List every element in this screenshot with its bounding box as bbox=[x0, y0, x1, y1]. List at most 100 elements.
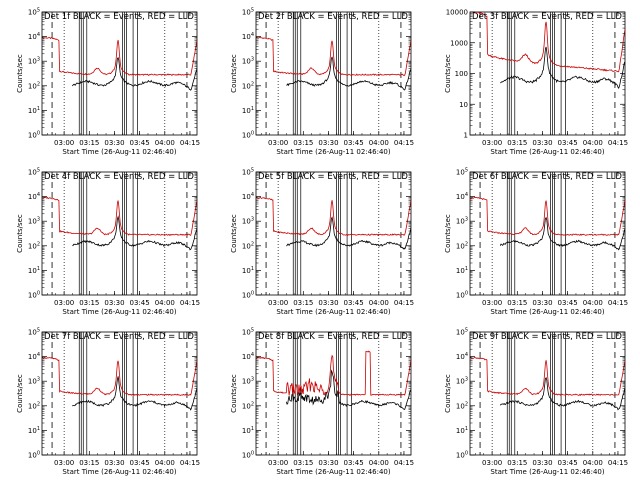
y-tick-label: 100 bbox=[28, 451, 40, 460]
x-tick-label: 04:15 bbox=[180, 299, 200, 307]
y-tick-label: 10000 bbox=[446, 9, 468, 17]
y-tick-label: 101 bbox=[242, 266, 254, 275]
y-tick-label: 105 bbox=[242, 8, 254, 17]
y-tick-label: 1000 bbox=[450, 39, 468, 47]
x-tick-label: 04:15 bbox=[394, 299, 414, 307]
y-axis-label: Counts/sec bbox=[16, 54, 24, 93]
plot-frame bbox=[41, 171, 198, 296]
x-tick-label: 04:15 bbox=[180, 139, 200, 147]
x-tick-label: 03:30 bbox=[104, 299, 124, 307]
y-tick-label: 101 bbox=[456, 266, 468, 275]
y-tick-label: 105 bbox=[242, 328, 254, 337]
y-tick-label: 1 bbox=[464, 132, 468, 140]
y-tick-label: 100 bbox=[456, 451, 468, 460]
plot-frame bbox=[255, 171, 412, 296]
x-tick-label: 03:00 bbox=[268, 139, 288, 147]
x-tick-label: 03:30 bbox=[318, 459, 338, 467]
x-axis-label: Start Time (26-Aug-11 02:46:40) bbox=[490, 148, 604, 156]
y-tick-label: 100 bbox=[242, 451, 254, 460]
y-tick-label: 102 bbox=[242, 81, 254, 90]
events-series bbox=[499, 216, 625, 251]
y-tick-label: 100 bbox=[28, 131, 40, 140]
panel-4: Det 4f BLACK = Events, RED = LLD 03:00 03:… bbox=[16, 168, 200, 317]
x-axis-label: Start Time (26-Aug-11 02:46:40) bbox=[62, 308, 176, 316]
panel-3: Det 3f BLACK = Events, RED = LLD 03:00 03:… bbox=[444, 9, 628, 157]
y-axis-label: Counts/sec bbox=[16, 214, 24, 253]
x-tick-label: 03:00 bbox=[54, 299, 74, 307]
y-tick-label: 104 bbox=[28, 352, 40, 361]
y-tick-label: 105 bbox=[456, 168, 468, 177]
y-tick-label: 101 bbox=[456, 426, 468, 435]
y-tick-label: 103 bbox=[456, 217, 468, 226]
y-tick-label: 100 bbox=[455, 70, 468, 78]
y-axis-label: Counts/sec bbox=[230, 214, 238, 253]
panel-title: Det 2f BLACK = Events, RED = LLD bbox=[258, 12, 408, 22]
panel-6: Det 6f BLACK = Events, RED = LLD 03:00 03:… bbox=[444, 168, 628, 317]
panel-title: Det 3f BLACK = Events, RED = LLD bbox=[472, 12, 622, 22]
y-tick-label: 102 bbox=[28, 241, 40, 250]
x-tick-label: 04:00 bbox=[369, 139, 389, 147]
x-tick-label: 03:45 bbox=[344, 459, 364, 467]
x-tick-label: 04:00 bbox=[155, 139, 175, 147]
panel-2: Det 2f BLACK = Events, RED = LLD 03:00 03:… bbox=[230, 8, 414, 157]
panel-title: Det 6f BLACK = Events, RED = LLD bbox=[472, 172, 622, 182]
x-tick-label: 03:45 bbox=[558, 299, 578, 307]
plot-frame bbox=[469, 171, 626, 296]
x-tick-label: 03:15 bbox=[293, 139, 313, 147]
x-tick-label: 04:00 bbox=[155, 459, 175, 467]
events-series bbox=[286, 56, 411, 91]
y-tick-label: 101 bbox=[242, 106, 254, 115]
y-tick-label: 105 bbox=[242, 168, 254, 177]
x-tick-label: 04:15 bbox=[180, 459, 200, 467]
lld-series bbox=[256, 36, 411, 76]
x-tick-label: 04:00 bbox=[583, 139, 603, 147]
x-tick-label: 03:45 bbox=[558, 459, 578, 467]
y-tick-label: 103 bbox=[28, 217, 40, 226]
plot-frame bbox=[469, 11, 626, 136]
x-tick-label: 03:45 bbox=[558, 139, 578, 147]
y-axis-label: Counts/sec bbox=[230, 54, 238, 93]
x-tick-label: 04:15 bbox=[608, 139, 628, 147]
plot-frame bbox=[469, 331, 626, 456]
x-tick-label: 03:30 bbox=[532, 299, 552, 307]
y-axis-label: Counts/sec bbox=[444, 214, 452, 253]
panel-title: Det 7f BLACK = Events, RED = LLD bbox=[44, 332, 194, 342]
y-tick-label: 102 bbox=[242, 401, 254, 410]
y-tick-label: 101 bbox=[242, 426, 254, 435]
y-tick-label: 103 bbox=[242, 57, 254, 66]
x-axis-label: Start Time (26-Aug-11 02:46:40) bbox=[62, 148, 176, 156]
y-tick-label: 102 bbox=[28, 401, 40, 410]
y-tick-label: 101 bbox=[28, 426, 40, 435]
plot-frame bbox=[255, 11, 412, 136]
lld-series bbox=[470, 196, 625, 236]
panel-title: Det 4f BLACK = Events, RED = LLD bbox=[44, 172, 194, 182]
y-tick-label: 105 bbox=[28, 168, 40, 177]
y-tick-label: 104 bbox=[28, 192, 40, 201]
x-tick-label: 03:30 bbox=[318, 139, 338, 147]
x-tick-label: 03:00 bbox=[482, 299, 502, 307]
lld-series bbox=[42, 36, 197, 76]
x-tick-label: 04:15 bbox=[394, 139, 414, 147]
x-tick-label: 03:30 bbox=[104, 139, 124, 147]
y-tick-label: 10 bbox=[459, 101, 468, 109]
y-tick-label: 100 bbox=[242, 291, 254, 300]
y-tick-label: 103 bbox=[456, 377, 468, 386]
x-axis-label: Start Time (26-Aug-11 02:46:40) bbox=[490, 308, 604, 316]
y-tick-label: 101 bbox=[28, 266, 40, 275]
events-series bbox=[72, 376, 197, 411]
lld-series bbox=[42, 356, 197, 396]
x-tick-label: 04:15 bbox=[394, 459, 414, 467]
lld-series bbox=[470, 356, 625, 397]
lld-series bbox=[256, 350, 411, 396]
x-tick-label: 04:15 bbox=[608, 459, 628, 467]
x-tick-label: 03:15 bbox=[507, 459, 527, 467]
x-tick-label: 03:45 bbox=[130, 299, 150, 307]
x-tick-label: 04:00 bbox=[155, 299, 175, 307]
events-series bbox=[71, 56, 197, 91]
lld-series bbox=[470, 12, 625, 73]
y-tick-label: 101 bbox=[28, 106, 40, 115]
y-axis-label: Counts/sec bbox=[444, 374, 452, 413]
y-tick-label: 102 bbox=[456, 241, 468, 250]
x-tick-label: 03:00 bbox=[54, 139, 74, 147]
